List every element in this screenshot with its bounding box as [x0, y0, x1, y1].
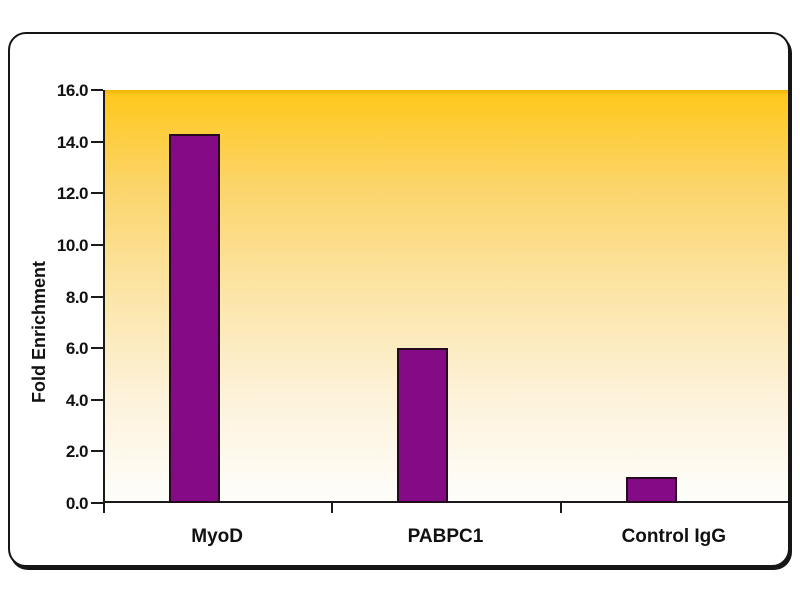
x-tick-mark — [103, 503, 105, 513]
y-tick-label: 0.0 — [65, 494, 89, 513]
y-tick-mark — [91, 89, 103, 91]
x-tick-mark — [559, 503, 562, 513]
y-tick-mark — [91, 502, 103, 504]
y-tick-label: 10.0 — [56, 235, 89, 255]
x-tick-mark — [331, 503, 334, 513]
y-tick-mark — [91, 450, 103, 453]
y-tick-label: 16.0 — [56, 81, 89, 100]
y-tick-mark — [91, 243, 103, 246]
y-tick-label: 4.0 — [65, 390, 89, 410]
y-tick-label: 12.0 — [56, 184, 89, 204]
x-category-label: Control IgG — [621, 526, 727, 547]
bar-control-igg — [625, 477, 677, 503]
y-tick-label: 14.0 — [56, 132, 89, 152]
y-tick-mark — [91, 140, 103, 143]
bar-pabpc1 — [397, 348, 449, 503]
y-tick-label: 6.0 — [65, 339, 89, 359]
bar-myod — [168, 133, 220, 503]
y-tick-mark — [91, 398, 103, 401]
x-category-label: MyoD — [191, 526, 244, 547]
y-tick-mark — [91, 295, 103, 298]
x-category-label: PABPC1 — [407, 526, 484, 547]
y-tick-mark — [91, 347, 103, 350]
y-tick-label: 8.0 — [65, 287, 89, 307]
y-tick-label: 2.0 — [65, 442, 89, 462]
y-tick-mark — [91, 192, 103, 195]
